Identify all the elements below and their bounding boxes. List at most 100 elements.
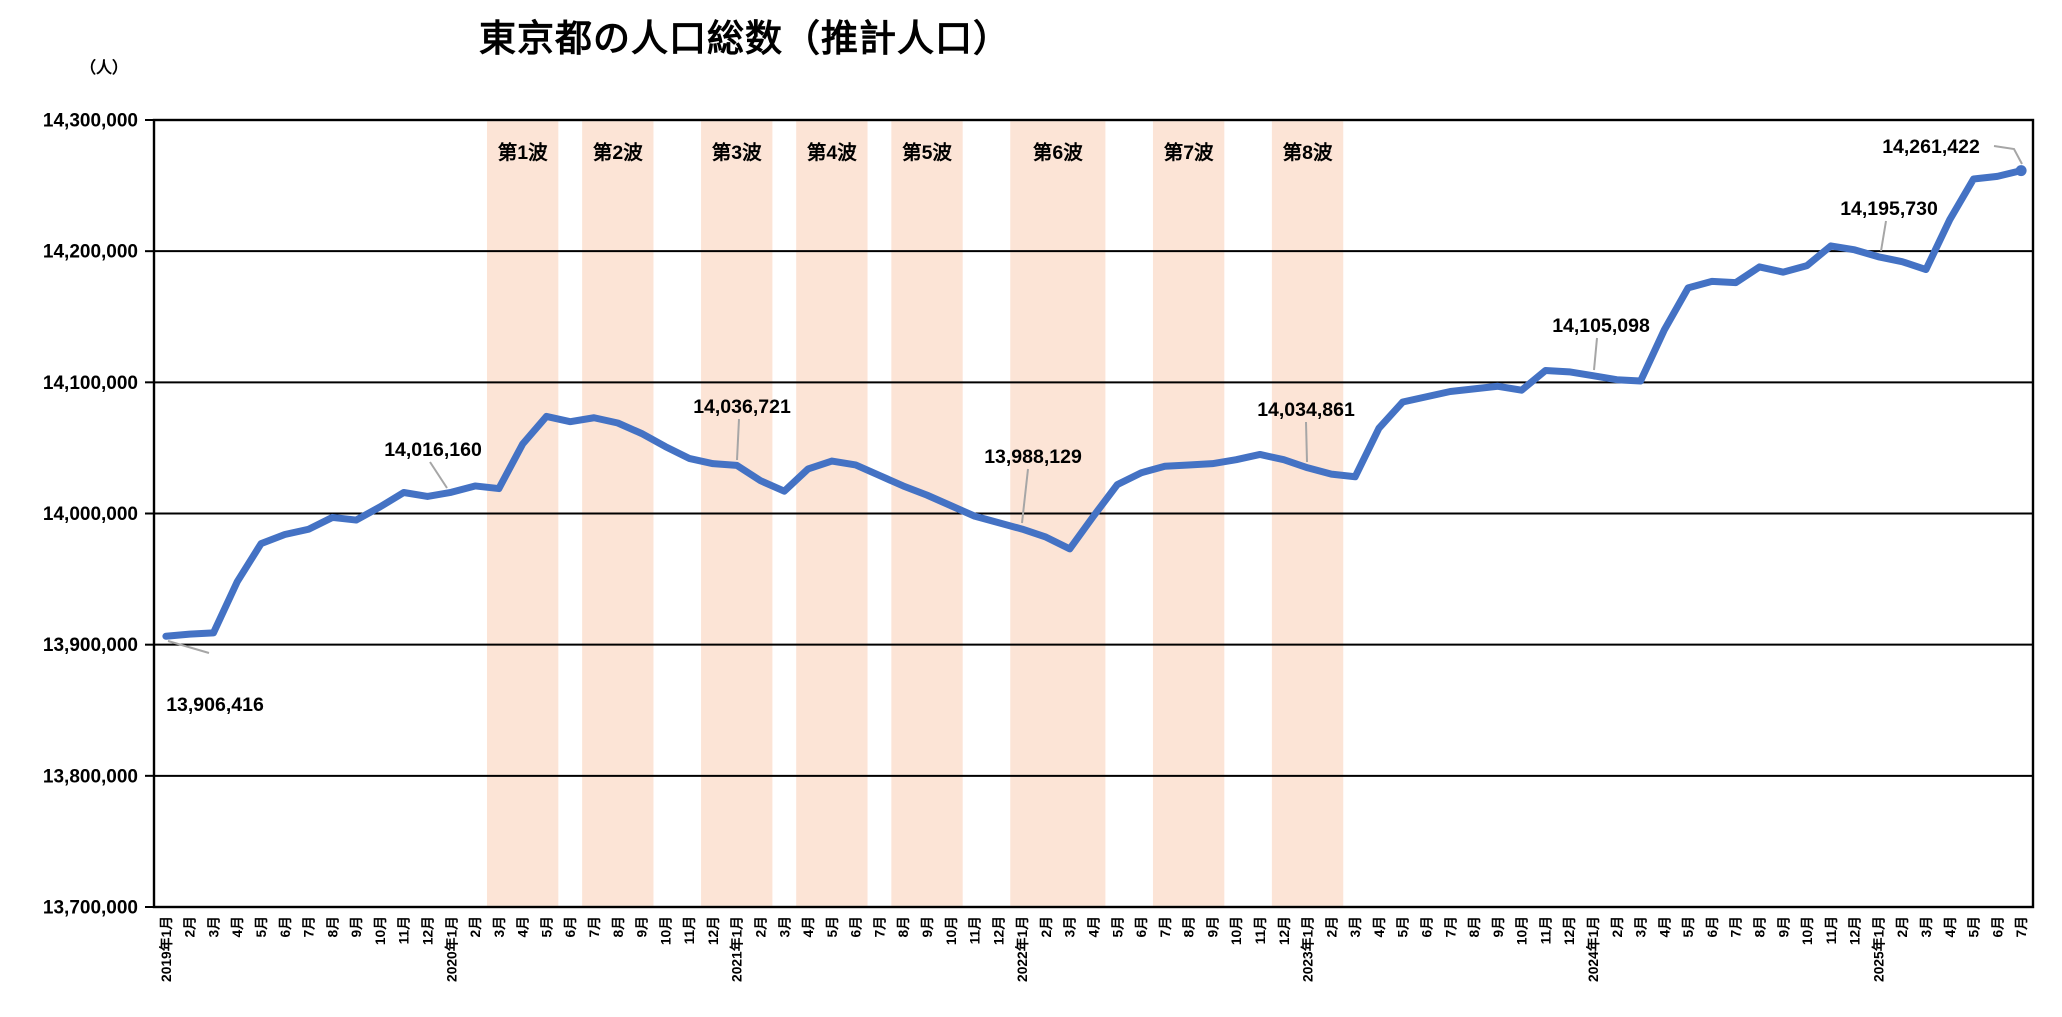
x-axis-tick-label: 2月 [1039, 916, 1054, 937]
annotation-leader-line [1593, 337, 1598, 371]
annotation-leader-line [1305, 421, 1308, 463]
x-axis-tick-label: 7月 [2014, 916, 2029, 937]
x-axis-tick-label: 2022年1月 [1014, 916, 1030, 982]
x-axis-tick-label: 11月 [968, 916, 983, 944]
x-axis-tick-label: 3月 [1634, 916, 1649, 937]
x-axis-tick-label: 3月 [1063, 916, 1078, 937]
x-axis-tick-label: 12月 [706, 916, 721, 945]
x-axis-tick-label: 2月 [1895, 916, 1910, 937]
x-axis-tick-label: 7月 [302, 916, 317, 937]
x-axis-tick-label: 2023年1月 [1300, 916, 1316, 982]
x-axis-tick-label: 12月 [1562, 916, 1577, 945]
x-axis-tick-label: 7月 [872, 916, 887, 937]
x-axis-tick-label: 11月 [682, 916, 697, 944]
y-axis-tick-label: 14,200,000 [43, 242, 138, 263]
x-axis-tick-label: 10月 [944, 916, 959, 945]
x-axis-tick-label: 8月 [1182, 916, 1197, 937]
x-axis-tick-label: 9月 [1491, 916, 1506, 937]
latest-point-marker [2015, 165, 2027, 177]
x-axis-tick-label: 2月 [183, 916, 198, 937]
y-axis-tick-label: 14,100,000 [43, 373, 138, 394]
x-axis-tick-label: 6月 [278, 916, 293, 937]
x-axis-tick-label: 7月 [587, 916, 602, 937]
x-axis-tick-label: 7月 [1729, 916, 1744, 937]
x-axis-tick-label: 9月 [920, 916, 935, 937]
x-axis-tick-label: 11月 [1824, 916, 1839, 944]
x-axis-tick-label: 3月 [1919, 916, 1934, 937]
chart-title: 東京都の人口総数（推計人口） [479, 18, 1011, 59]
x-axis-tick-label: 5月 [1681, 916, 1696, 937]
data-annotation-2019年1月: 13,906,416 [166, 694, 264, 716]
x-axis-tick-label: 2月 [754, 916, 769, 937]
x-axis-tick-label: 2021年1月 [729, 916, 745, 982]
data-annotation-2023年1月: 14,034,861 [1257, 399, 1355, 421]
x-axis-tick-label: 5月 [1967, 916, 1982, 937]
covid-wave-label-7: 第7波 [1164, 141, 1214, 164]
covid-wave-label-1: 第1波 [498, 141, 548, 164]
x-axis-tick-label: 2月 [1610, 916, 1625, 937]
covid-wave-label-3: 第3波 [712, 141, 762, 164]
y-axis-tick-label: 14,300,000 [43, 111, 138, 132]
x-axis-tick-label: 2019年1月 [158, 916, 174, 982]
x-axis-tick-label: 3月 [1348, 916, 1363, 937]
x-axis-tick-label: 5月 [825, 916, 840, 937]
covid-wave-label-6: 第6波 [1033, 141, 1083, 164]
y-axis-tick-label: 13,900,000 [43, 635, 138, 656]
x-axis-labels: 2019年1月 2月 3月 4月 5月 6月 7月 8月 9月 10月 11月 12月 2020年1月 2… [158, 916, 2029, 982]
x-axis-tick-label: 12月 [1848, 916, 1863, 945]
x-axis-tick-label: 9月 [635, 916, 650, 937]
covid-wave-label-2: 第2波 [593, 141, 643, 164]
x-axis-tick-label: 2月 [468, 916, 483, 937]
annotation-leaders [167, 145, 2023, 654]
x-axis-tick-label: 12月 [991, 916, 1006, 945]
annotation-leader-line [429, 461, 448, 489]
annotation-leader-line [1021, 468, 1029, 524]
x-axis-tick-label: 3月 [492, 916, 507, 937]
x-axis-tick-label: 6月 [563, 916, 578, 937]
x-axis-tick-label: 11月 [397, 916, 412, 944]
x-axis-tick-label: 10月 [373, 916, 388, 945]
y-axis-tick-label: 13,800,000 [43, 766, 138, 787]
x-axis-tick-label: 5月 [1396, 916, 1411, 937]
data-annotation-2021年1月: 14,036,721 [693, 396, 791, 418]
x-axis-tick-label: 9月 [349, 916, 364, 937]
x-axis-tick-label: 2月 [1324, 916, 1339, 937]
x-axis-tick-label: 10月 [1800, 916, 1815, 945]
data-annotation-2022年1月: 13,988,129 [984, 446, 1082, 468]
data-annotation-2024年1月: 14,105,098 [1552, 315, 1650, 337]
x-axis-tick-label: 2025年1月 [1870, 916, 1886, 982]
x-axis-tick-label: 4月 [230, 916, 245, 937]
x-axis-tick-label: 10月 [658, 916, 673, 945]
x-axis-tick-label: 9月 [1205, 916, 1220, 937]
x-axis-tick-label: 7月 [1443, 916, 1458, 937]
y-axis-tick-label: 13,700,000 [43, 898, 138, 919]
x-axis-tick-label: 11月 [1253, 916, 1268, 944]
x-axis-tick-label: 6月 [849, 916, 864, 937]
x-axis-tick-label: 5月 [1110, 916, 1125, 937]
x-axis-tick-label: 6月 [1705, 916, 1720, 937]
x-axis-tick-label: 12月 [1277, 916, 1292, 945]
data-annotations: 13,906,416 14,016,160 14,036,721 13,988,129… [166, 136, 1980, 716]
x-axis-tick-label: 3月 [777, 916, 792, 937]
x-axis-tick-label: 8月 [611, 916, 626, 937]
x-axis-tick-label: 8月 [1467, 916, 1482, 937]
x-axis-tick-label: 11月 [1538, 916, 1553, 944]
x-axis-tick-label: 6月 [1990, 916, 2005, 937]
x-axis-tick-label: 7月 [1158, 916, 1173, 937]
annotation-leader-line [1880, 220, 1887, 252]
x-axis-tick-label: 4月 [801, 916, 816, 937]
data-annotation-2025年1月: 14,195,730 [1840, 198, 1938, 220]
covid-wave-label-4: 第4波 [807, 141, 857, 164]
population-line [162, 167, 2025, 640]
x-axis-tick-label: 3月 [206, 916, 221, 937]
x-axis-tick-label: 5月 [254, 916, 269, 937]
x-axis-tick-label: 8月 [896, 916, 911, 937]
x-axis-tick-label: 6月 [1134, 916, 1149, 937]
plot-border [152, 118, 2035, 909]
covid-wave-label-8: 第8波 [1283, 141, 1333, 164]
annotation-leader-line [167, 640, 210, 654]
x-axis-tick-label: 4月 [1087, 916, 1102, 937]
y-axis-unit-label: （人） [80, 60, 129, 77]
